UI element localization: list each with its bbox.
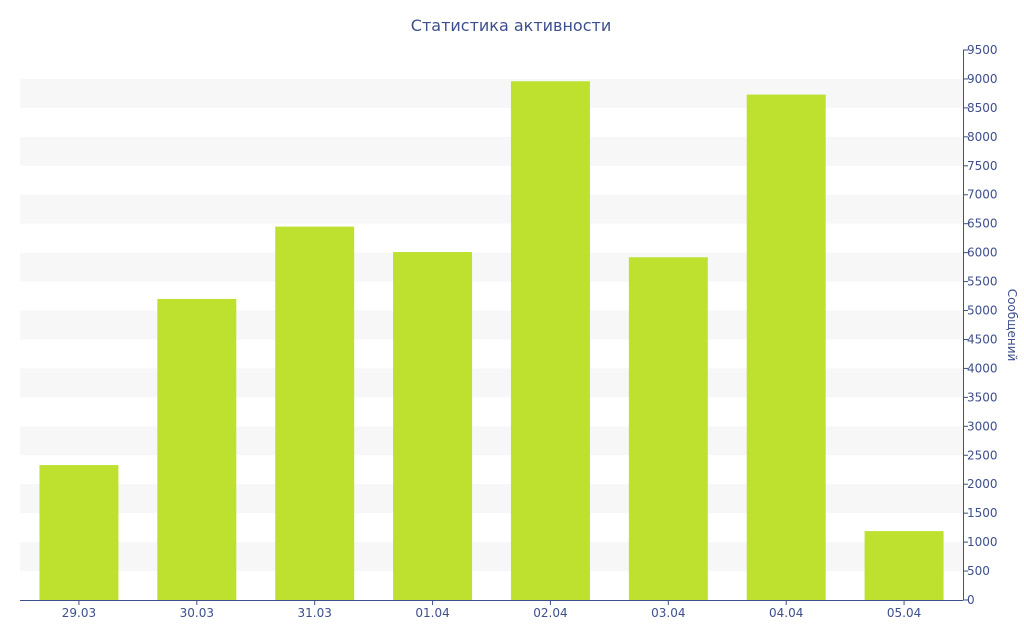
y-tick-label: 1500 xyxy=(967,506,998,520)
y-tick-label: 2000 xyxy=(967,477,998,491)
y-tick-label: 8500 xyxy=(967,101,998,115)
y-tick-label: 4500 xyxy=(967,332,998,346)
x-axis: 29.03 30.03 31.03 01.04 02.04 03.04 04.04 05.04 xyxy=(20,600,963,620)
y-tick-label: 1000 xyxy=(967,535,998,549)
bar-30.03[interactable] xyxy=(157,298,237,600)
y-tick-label: 3000 xyxy=(967,419,998,433)
bar-01.04[interactable] xyxy=(393,252,473,601)
x-tick-label: 02.04 xyxy=(533,606,567,620)
y-axis: 0 500 1000 1500 2000 2500 3000 3500 4000 4500 5000… xyxy=(963,43,998,607)
y-tick-label: 3500 xyxy=(967,390,998,404)
x-tick-label: 05.04 xyxy=(887,606,921,620)
y-tick-label: 5500 xyxy=(967,275,998,289)
y-tick-label: 0 xyxy=(967,593,975,607)
chart-title: Статистика активности xyxy=(411,16,611,35)
y-tick-label: 500 xyxy=(967,564,990,578)
y-tick-label: 8000 xyxy=(967,130,998,144)
y-tick-label: 7500 xyxy=(967,159,998,173)
y-tick-label: 9000 xyxy=(967,72,998,86)
y-tick-label: 4000 xyxy=(967,361,998,375)
bar-29.03[interactable] xyxy=(39,465,119,600)
bars xyxy=(39,81,944,601)
bar-05.04[interactable] xyxy=(864,531,944,600)
y-tick-label: 9500 xyxy=(967,43,998,57)
y-tick-label: 7000 xyxy=(967,188,998,202)
bar-31.03[interactable] xyxy=(275,226,355,600)
bar-02.04[interactable] xyxy=(510,81,590,600)
y-axis-title: Сообщений xyxy=(1005,289,1019,362)
x-tick-label: 04.04 xyxy=(769,606,803,620)
bar-04.04[interactable] xyxy=(746,94,826,600)
y-tick-label: 2500 xyxy=(967,448,998,462)
bar-03.04[interactable] xyxy=(628,257,708,600)
x-tick-label: 30.03 xyxy=(180,606,214,620)
x-tick-label: 01.04 xyxy=(415,606,449,620)
y-tick-label: 5000 xyxy=(967,304,998,318)
y-tick-label: 6000 xyxy=(967,246,998,260)
x-tick-label: 03.04 xyxy=(651,606,685,620)
x-tick-label: 31.03 xyxy=(298,606,332,620)
y-tick-label: 6500 xyxy=(967,217,998,231)
x-tick-label: 29.03 xyxy=(62,606,96,620)
